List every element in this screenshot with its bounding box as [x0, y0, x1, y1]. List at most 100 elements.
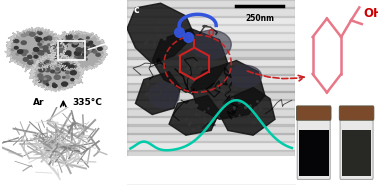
Circle shape	[49, 38, 51, 40]
Circle shape	[54, 75, 60, 79]
Circle shape	[93, 46, 96, 47]
Circle shape	[59, 48, 64, 52]
Circle shape	[48, 61, 51, 63]
Circle shape	[68, 39, 74, 43]
Circle shape	[40, 46, 43, 48]
Circle shape	[28, 55, 31, 58]
Ellipse shape	[191, 30, 231, 59]
Ellipse shape	[149, 83, 179, 108]
Circle shape	[92, 50, 96, 52]
Circle shape	[36, 38, 42, 42]
Circle shape	[40, 67, 45, 70]
Circle shape	[29, 56, 32, 58]
Text: 335°C: 335°C	[72, 98, 102, 107]
Circle shape	[46, 61, 50, 64]
Circle shape	[60, 49, 65, 52]
Circle shape	[73, 42, 78, 46]
Circle shape	[72, 43, 77, 47]
Polygon shape	[169, 95, 220, 135]
Circle shape	[52, 65, 56, 67]
Circle shape	[18, 50, 23, 53]
Circle shape	[61, 66, 64, 68]
Circle shape	[23, 58, 28, 61]
Bar	[127, 7, 295, 17]
Bar	[127, 41, 295, 50]
Ellipse shape	[228, 65, 262, 88]
Bar	[127, 149, 295, 159]
Circle shape	[23, 32, 29, 36]
Circle shape	[55, 50, 60, 53]
Circle shape	[28, 61, 33, 64]
Polygon shape	[48, 31, 107, 72]
Text: OH: OH	[363, 7, 378, 20]
Circle shape	[38, 80, 42, 83]
Circle shape	[53, 83, 55, 85]
Circle shape	[61, 64, 63, 65]
Circle shape	[57, 39, 62, 43]
Circle shape	[82, 48, 88, 52]
Circle shape	[63, 77, 65, 78]
Circle shape	[43, 80, 48, 84]
Circle shape	[31, 60, 33, 62]
Text: 250nm: 250nm	[245, 14, 274, 23]
Circle shape	[87, 37, 89, 39]
Circle shape	[93, 51, 97, 53]
Circle shape	[39, 63, 41, 64]
Text: c: c	[134, 5, 139, 15]
Polygon shape	[127, 3, 194, 64]
Circle shape	[77, 49, 83, 53]
Circle shape	[63, 63, 67, 66]
Circle shape	[65, 65, 68, 67]
Circle shape	[84, 45, 89, 48]
Bar	[299, 130, 328, 176]
Circle shape	[57, 44, 60, 46]
Bar	[127, 49, 295, 59]
Bar	[127, 66, 295, 75]
Bar	[127, 24, 295, 33]
Circle shape	[48, 51, 52, 54]
Text: b: b	[7, 20, 14, 30]
Circle shape	[38, 43, 42, 46]
Circle shape	[42, 68, 46, 71]
Circle shape	[66, 68, 68, 69]
Circle shape	[57, 39, 62, 43]
Circle shape	[43, 49, 48, 52]
Circle shape	[72, 64, 77, 67]
Circle shape	[48, 78, 50, 80]
Circle shape	[34, 48, 39, 51]
Circle shape	[81, 40, 83, 41]
Text: 1μm: 1μm	[96, 107, 110, 112]
Circle shape	[45, 76, 50, 79]
Circle shape	[22, 53, 26, 56]
Circle shape	[79, 39, 82, 42]
Circle shape	[74, 51, 81, 55]
Circle shape	[34, 55, 38, 58]
Circle shape	[55, 72, 57, 74]
Circle shape	[56, 63, 59, 65]
Circle shape	[58, 52, 61, 54]
Circle shape	[84, 41, 90, 45]
Circle shape	[39, 68, 44, 72]
Circle shape	[21, 41, 26, 44]
Circle shape	[39, 77, 45, 80]
Circle shape	[66, 53, 71, 56]
Circle shape	[45, 68, 50, 72]
Circle shape	[78, 56, 84, 60]
Bar	[59, 41, 85, 60]
Polygon shape	[135, 72, 181, 115]
Circle shape	[29, 32, 35, 36]
Bar	[342, 130, 372, 176]
Circle shape	[46, 84, 49, 85]
Circle shape	[73, 41, 78, 44]
Bar	[127, 125, 295, 134]
Circle shape	[66, 35, 72, 39]
Polygon shape	[191, 60, 265, 119]
Circle shape	[98, 47, 102, 50]
Circle shape	[14, 40, 19, 43]
Circle shape	[22, 34, 26, 37]
Circle shape	[56, 53, 61, 57]
Circle shape	[71, 78, 74, 81]
Circle shape	[74, 36, 78, 38]
Circle shape	[56, 68, 59, 70]
Circle shape	[70, 71, 76, 75]
